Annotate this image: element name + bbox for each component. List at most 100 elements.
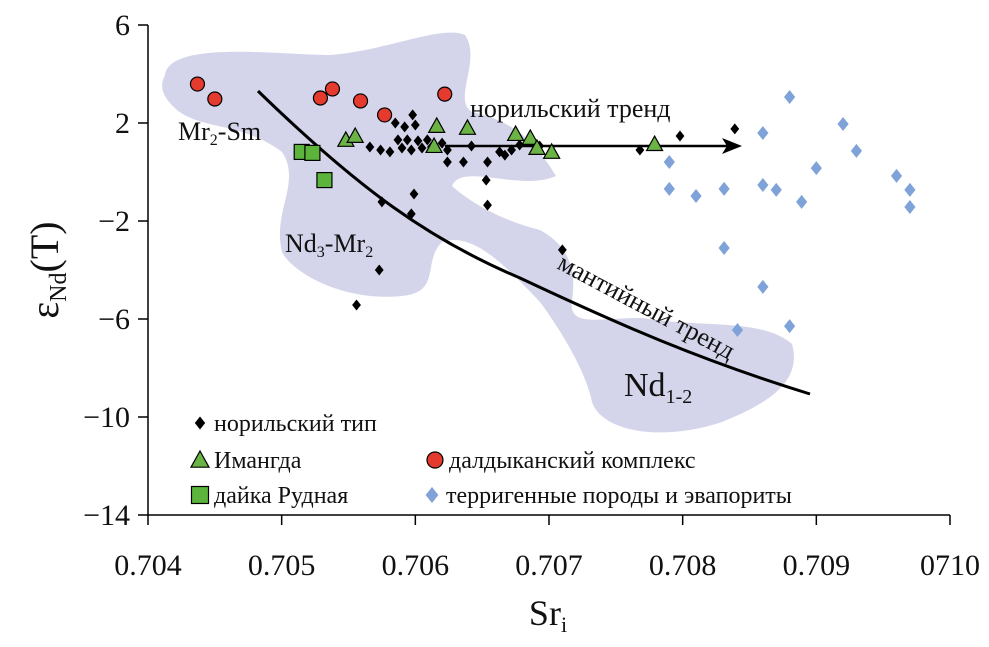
point	[757, 126, 769, 141]
point	[437, 137, 447, 149]
legend-marker	[425, 487, 439, 503]
point	[467, 140, 476, 152]
point	[324, 81, 341, 97]
point	[393, 134, 403, 146]
y-tick-label: −14	[83, 499, 130, 532]
arrow-head	[722, 138, 742, 154]
x-axis-label-part: i	[561, 612, 567, 637]
x-tick-label: 0.709	[783, 549, 851, 582]
annotation-part: Mr	[178, 117, 210, 146]
x-tick-label: 0710	[920, 549, 980, 582]
legend-label: терригенные породы и эвапориты	[446, 483, 792, 509]
point	[663, 181, 675, 196]
y-tick-label: 2	[115, 107, 130, 140]
point	[483, 199, 492, 211]
annotation-part: -Mr	[325, 229, 366, 258]
y-axis-label-part: Nd	[46, 272, 72, 301]
point	[374, 264, 384, 276]
point	[304, 144, 321, 161]
point	[796, 194, 808, 209]
point	[904, 200, 916, 215]
annotation-part: 2	[365, 244, 373, 261]
y-tick-label: −10	[83, 401, 130, 434]
point	[495, 146, 504, 158]
annotation-part: 2	[210, 132, 218, 149]
point	[316, 171, 333, 189]
annotation: Nd1-2	[624, 367, 692, 408]
point	[410, 119, 420, 131]
y-tick-label: −2	[98, 205, 130, 238]
annotation-part: Nd	[624, 367, 666, 404]
point	[376, 107, 393, 123]
x-tick-label: 0.706	[382, 549, 450, 582]
point	[312, 90, 329, 106]
point	[352, 299, 361, 311]
legend-marker	[189, 449, 211, 468]
point	[458, 118, 477, 135]
point	[635, 144, 645, 156]
point	[890, 168, 903, 183]
point	[481, 174, 491, 186]
plot-layer	[189, 76, 916, 338]
point	[542, 142, 561, 159]
point	[557, 244, 567, 256]
point	[718, 181, 730, 196]
y-tick-label: 6	[115, 9, 130, 42]
point	[409, 188, 419, 200]
point	[443, 144, 452, 156]
point	[417, 142, 427, 154]
point	[437, 86, 453, 102]
annotation-part: -Sm	[218, 117, 261, 146]
point	[784, 90, 796, 105]
point	[377, 196, 387, 208]
legend-marker	[194, 416, 206, 430]
point	[675, 130, 685, 142]
point	[690, 189, 702, 204]
x-tick-label: 0.704	[114, 549, 182, 582]
point	[521, 128, 540, 145]
annotation: Nd3-Mr2	[285, 229, 373, 261]
legend-label: далдыканский комплекс	[449, 448, 696, 474]
y-tick-label: −6	[98, 303, 130, 336]
point	[757, 177, 769, 192]
point	[483, 156, 492, 168]
point	[904, 182, 916, 197]
x-tick-label: 0.707	[515, 549, 583, 582]
point	[810, 161, 822, 176]
legend-label: дайка Рудная	[214, 483, 348, 509]
point	[770, 182, 782, 197]
point	[376, 144, 385, 156]
point	[397, 142, 407, 154]
field-blob	[162, 32, 794, 433]
annotation-part: норильский тренд	[470, 94, 671, 123]
point	[506, 124, 525, 142]
point	[422, 134, 432, 146]
point	[413, 135, 423, 147]
x-tick-label: 0.708	[649, 549, 717, 582]
legend-marker	[190, 485, 210, 505]
point	[406, 144, 416, 156]
y-axis-label: εNd(T)	[22, 221, 72, 318]
point	[645, 134, 664, 152]
legend-label: норильский тип	[214, 411, 377, 437]
point	[390, 117, 400, 129]
point	[189, 76, 206, 92]
y-axis-label-part: (T)	[22, 221, 67, 272]
point	[352, 93, 369, 109]
point	[385, 146, 395, 158]
point	[406, 208, 416, 220]
annotation: Mr2-Sm	[178, 117, 261, 149]
legend-label: Имангда	[214, 448, 302, 474]
point	[837, 116, 849, 131]
x-tick-label: 0.705	[248, 549, 316, 582]
point	[443, 156, 452, 168]
point	[515, 139, 524, 151]
point	[346, 126, 365, 143]
point	[731, 323, 744, 338]
point	[400, 121, 410, 133]
point	[663, 154, 675, 169]
point	[507, 144, 516, 156]
point	[425, 136, 444, 154]
mantle-trend-curve	[256, 89, 811, 396]
